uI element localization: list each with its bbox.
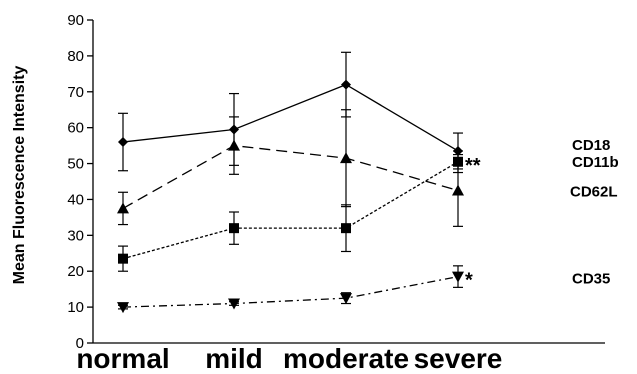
x-category-label: mild — [205, 343, 263, 374]
series-cd62l: CD62L — [117, 109, 618, 227]
y-tick-label: 50 — [67, 156, 84, 173]
series-label: CD11b — [572, 154, 619, 171]
y-tick-label: 80 — [67, 48, 84, 65]
data-point-square — [118, 253, 128, 264]
y-tick-label: 0 — [76, 335, 84, 352]
x-axis-category-labels: normal mild moderate severe — [76, 343, 502, 374]
data-point-diamond — [341, 79, 351, 90]
series-label: CD62L — [570, 183, 618, 200]
data-point-square — [229, 223, 239, 234]
series-cd11b: ** CD11b — [118, 150, 619, 272]
x-category-label: moderate — [283, 343, 409, 374]
y-tick-label: 90 — [67, 12, 84, 29]
y-tick-label: 60 — [67, 120, 84, 137]
data-point-triangle-down — [117, 302, 129, 314]
series-cd18: CD18 — [118, 51, 610, 172]
series-label: CD18 — [572, 137, 610, 154]
data-point-triangle-down — [340, 293, 352, 305]
significance-marker: ** — [465, 155, 481, 177]
data-point-triangle-up — [452, 184, 464, 196]
significance-marker: * — [465, 270, 473, 292]
series-label: CD35 — [572, 271, 610, 288]
series-line — [122, 275, 459, 308]
y-tick-label: 40 — [67, 191, 84, 208]
data-point-triangle-up — [228, 139, 240, 151]
x-category-label: severe — [414, 343, 503, 374]
data-point-triangle-down — [228, 298, 240, 310]
data-point-square — [341, 223, 351, 234]
x-category-label: normal — [76, 343, 169, 374]
y-axis-ticks: 0 10 20 30 40 50 60 70 80 90 — [67, 12, 93, 352]
y-tick-label: 70 — [67, 84, 84, 101]
y-axis-title: Mean Fluorescence Intensity — [11, 66, 28, 285]
data-point-triangle-up — [340, 152, 352, 164]
plot-area: CD18 ** CD11b CD62L * CD35 — [117, 51, 619, 314]
series-line — [122, 144, 459, 209]
chart-axes — [92, 20, 605, 344]
data-point-diamond — [118, 137, 128, 148]
data-point-triangle-down — [452, 271, 464, 283]
series-cd35: * CD35 — [117, 265, 610, 314]
y-tick-label: 10 — [67, 299, 84, 316]
data-point-triangle-up — [117, 202, 129, 214]
series-line — [122, 161, 459, 260]
y-tick-label: 20 — [67, 263, 84, 280]
series-line — [122, 83, 459, 152]
y-tick-label: 30 — [67, 227, 84, 244]
